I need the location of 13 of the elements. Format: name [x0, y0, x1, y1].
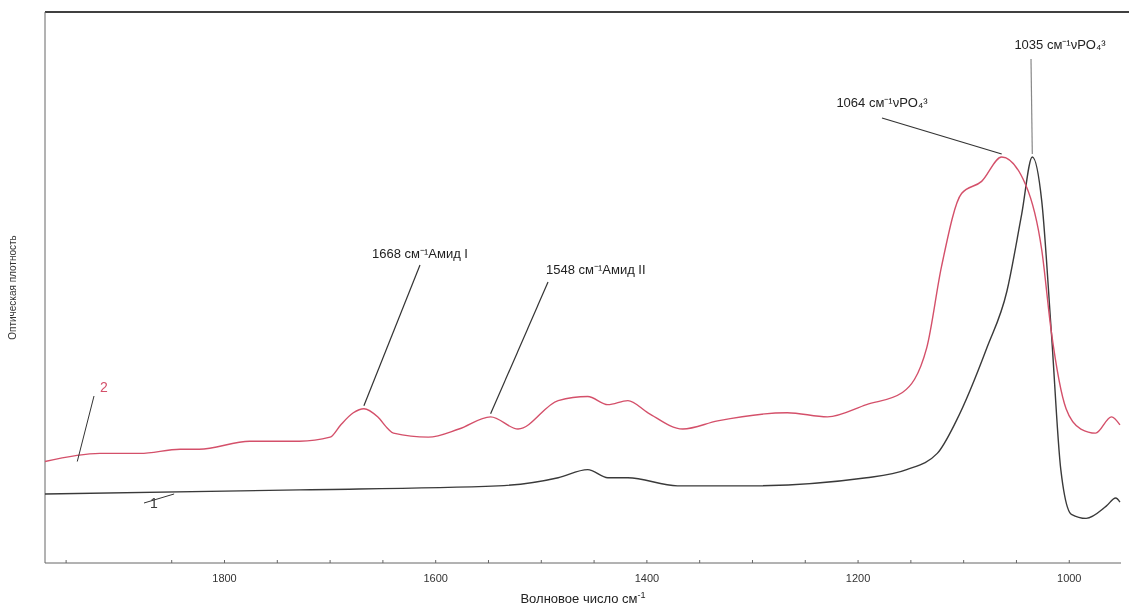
x-tick-label: 1800 — [212, 572, 237, 584]
x-tick-label: 1200 — [845, 572, 871, 584]
x-tick-label: 1400 — [634, 572, 660, 584]
annotation: 1548 см⁻¹Амид II — [546, 262, 646, 277]
text: 2 — [100, 379, 108, 395]
annotation: 1668 см⁻¹Амид I — [372, 246, 468, 261]
annotation: 1064 см⁻¹νPO₄³ — [836, 95, 929, 110]
x-tick-label: 1000 — [1057, 572, 1082, 584]
annotation: 1035 см⁻¹νPO₄³ — [1014, 37, 1107, 52]
x-axis-title: Волновое число см$^{-1}$ — [520, 590, 646, 606]
x-tick-label: 1600 — [423, 572, 448, 584]
series-label: 1 — [150, 495, 158, 511]
y-axis-title: Оптическая плотность — [7, 235, 18, 340]
